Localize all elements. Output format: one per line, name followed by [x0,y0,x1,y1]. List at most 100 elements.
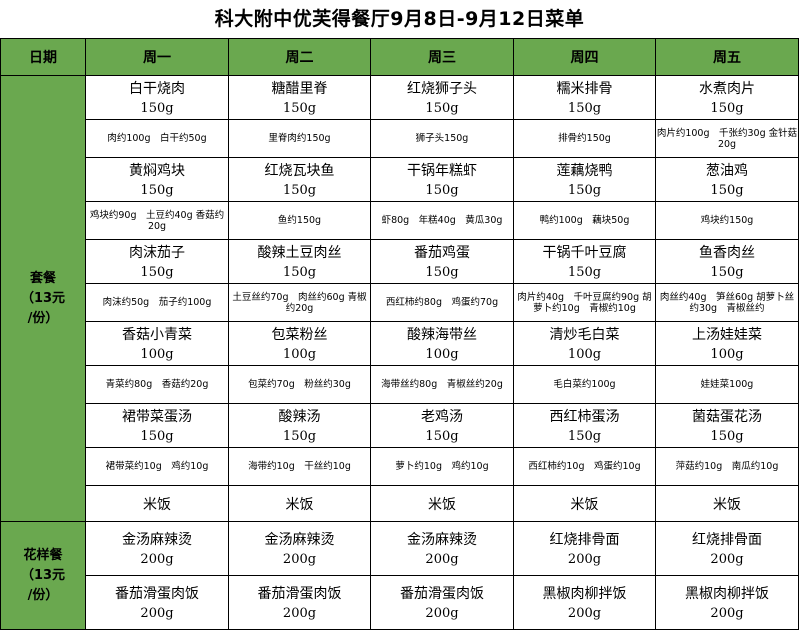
fancy-meal-unit-line: /份） [27,587,59,603]
set-meal-label-line: 套餐 [29,270,56,286]
dish-name: 上汤娃娃菜 [692,327,762,343]
dish-cell-thu: 糯米排骨 150g [513,75,656,120]
fancy-dish-weight: 200g [710,552,744,567]
dish-name: 糯米排骨 [556,81,613,97]
fancy-dish-weight: 200g [567,552,602,567]
rice-cell-tue: 米饭 [228,485,371,522]
fancy-dish-name: 番茄滑蛋肉饭 [400,586,484,602]
dish-name: 裙带菜蛋汤 [122,409,192,425]
dish-name: 包菜粉丝 [271,327,328,343]
fancy-cell-thu: 黑椒肉柳拌饭 200g [513,575,656,630]
menu-table: 日期 周一 周二 周三 周四 周五 套餐 （13元/份） 白干烧肉 150g 糖醋里脊 1… [0,38,799,630]
menu-title: 科大附中优芙得餐厅9月8日-9月12日菜单 [214,8,585,30]
dish-cell-mon: 白干烧肉 150g [85,75,229,120]
dish-cell-fri: 菌菇蛋花汤 150g [655,403,799,448]
dish-row: 香菇小青菜 100g 包菜粉丝 100g 酸辣海带丝 100g 清炒毛白菜 100g 上汤娃娃菜… [1,321,799,366]
fancy-cell-wed: 金汤麻辣烫 200g [370,521,514,576]
ingredient-cell-mon: 肉约100g 白干约50g [85,119,229,158]
fancy-dish-name: 番茄滑蛋肉饭 [115,586,199,602]
rice-cell-fri: 米饭 [655,485,799,522]
dish-cell-wed: 番茄鸡蛋 150g [370,239,514,284]
fancy-dish-name: 番茄滑蛋肉饭 [257,586,342,602]
dish-name: 红烧狮子头 [407,81,477,97]
fancy-dish-weight: 200g [140,552,174,567]
ingredient-row: 肉约100g 白干约50g 里脊肉约150g 狮子头150g 排骨约150g 肉片约10… [1,119,799,158]
dish-name: 白干烧肉 [129,81,185,97]
dish-name: 糖醋里脊 [271,81,328,97]
dish-row: 黄焖鸡块 150g 红烧瓦块鱼 150g 干锅年糕虾 150g 莲藕烧鸭 150g 葱油鸡 150… [1,157,799,202]
dish-row: 裙带菜蛋汤 150g 酸辣汤 150g 老鸡汤 150g 西红柿蛋汤 150g 菌菇蛋花汤 150… [1,403,799,448]
fancy-dish-weight: 200g [282,552,317,567]
dish-weight: 150g [567,101,602,116]
day-header-mon: 周一 [85,38,229,76]
dish-weight: 150g [710,183,744,198]
dish-name: 酸辣土豆肉丝 [257,245,342,261]
fancy-row: 番茄滑蛋肉饭 200g 番茄滑蛋肉饭 200g 番茄滑蛋肉饭 200g 黑椒肉柳拌饭 200g… [1,575,799,630]
dish-weight: 150g [282,265,317,280]
fancy-dish-weight: 200g [425,606,459,621]
dish-cell-wed: 红烧狮子头 150g [370,75,514,120]
fancy-meal-label: 花样餐 （13元/份） [0,521,86,630]
dish-weight: 150g [140,101,174,116]
dish-cell-mon: 黄焖鸡块 150g [85,157,229,202]
dish-name: 鱼香肉丝 [699,245,755,261]
dish-weight: 150g [710,101,744,116]
dish-weight: 150g [425,101,459,116]
dish-cell-mon: 香菇小青菜 100g [85,321,229,366]
ingredient-cell-wed: 萝卜约10g 鸡约10g [370,447,514,486]
fancy-dish-weight: 200g [710,606,744,621]
dish-weight: 150g [425,265,459,280]
set-meal-price-line: （13元 [20,290,66,306]
dish-weight: 150g [140,429,174,444]
dish-weight: 100g [140,347,174,362]
dish-name: 红烧瓦块鱼 [264,163,335,179]
dish-cell-fri: 葱油鸡 150g [655,157,799,202]
ingredient-cell-tue: 海带约10g 干丝约10g [228,447,371,486]
ingredient-cell-mon: 裙带菜约10g 鸡约10g [85,447,229,486]
fancy-row: 花样餐 （13元/份） 金汤麻辣烫 200g 金汤麻辣烫 200g 金汤麻辣烫 200g 红烧排… [0,521,799,630]
dish-name: 莲藕烧鸭 [556,163,613,179]
dish-cell-wed: 老鸡汤 150g [370,403,514,448]
dish-weight: 150g [425,429,459,444]
fancy-dish-name: 红烧排骨面 [549,532,620,548]
dish-weight: 150g [425,183,459,198]
fancy-dish-name: 金汤麻辣烫 [407,532,477,548]
dish-weight: 150g [710,429,744,444]
day-header-tue: 周二 [228,38,371,76]
dish-name: 酸辣汤 [278,409,321,425]
dish-weight: 150g [282,101,317,116]
fancy-dish-name: 金汤麻辣烫 [122,532,192,548]
fancy-dish-name: 黑椒肉柳拌饭 [685,586,769,602]
dish-name: 酸辣海带丝 [407,327,477,343]
day-header-fri: 周五 [655,38,799,76]
ingredient-cell-wed: 海带丝约80g 青椒丝约20g [370,365,514,404]
dish-name: 番茄鸡蛋 [414,245,470,261]
fancy-cell-tue: 金汤麻辣烫 200g [228,521,371,576]
ingredient-cell-wed: 西红柿约80g 鸡蛋约70g [370,283,514,322]
dish-name: 干锅年糕虾 [407,163,477,179]
dish-cell-mon: 肉沫茄子 150g [85,239,229,284]
header-row: 日期 周一 周二 周三 周四 周五 [0,38,799,76]
fancy-cell-thu: 红烧排骨面 200g [513,521,656,576]
dish-weight: 150g [567,429,602,444]
rice-cell-wed: 米饭 [370,485,514,522]
fancy-dish-weight: 200g [425,552,459,567]
ingredient-cell-wed: 虾80g 年糕40g 黄瓜30g [370,201,514,240]
dish-cell-wed: 酸辣海带丝 100g [370,321,514,366]
day-header-thu: 周四 [513,38,656,76]
fancy-cell-mon: 番茄滑蛋肉饭 200g [85,575,229,630]
set-meal-unit-line: /份） [27,310,59,326]
fancy-cell-fri: 黑椒肉柳拌饭 200g [655,575,799,630]
fancy-meal-price-line: （13元 [20,567,66,583]
dish-weight: 150g [282,183,317,198]
dish-cell-fri: 水煮肉片 150g [655,75,799,120]
ingredient-cell-mon: 肉沫约50g 茄子约100g [85,283,229,322]
ingredient-cell-tue: 里脊肉约150g [228,119,371,158]
dish-weight: 150g [140,183,174,198]
ingredient-cell-thu: 鸭约100g 藕块50g [513,201,656,240]
dish-cell-thu: 莲藕烧鸭 150g [513,157,656,202]
dish-cell-mon: 裙带菜蛋汤 150g [85,403,229,448]
ingredient-cell-fri: 肉丝约40g 笋丝60g 胡萝卜丝约30g 青椒丝约 [655,283,799,322]
ingredient-cell-wed: 狮子头150g [370,119,514,158]
fancy-cell-wed: 番茄滑蛋肉饭 200g [370,575,514,630]
